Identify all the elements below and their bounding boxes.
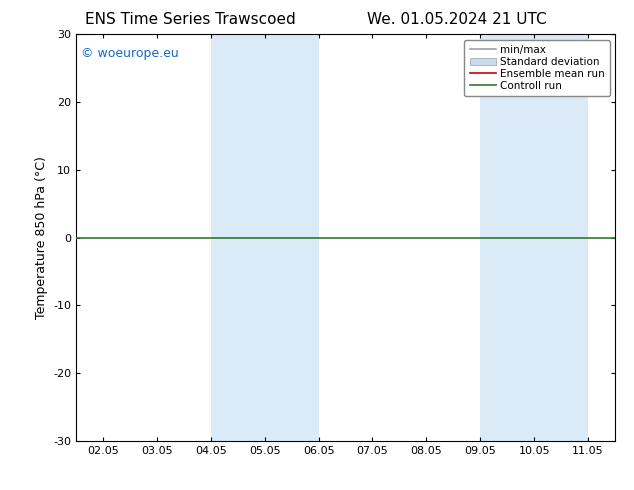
Bar [534, 34, 588, 441]
Legend: min/max, Standard deviation, Ensemble mean run, Controll run: min/max, Standard deviation, Ensemble me… [464, 40, 610, 96]
Text: © woeurope.eu: © woeurope.eu [81, 47, 179, 59]
Bar [265, 34, 318, 441]
Bar [210, 34, 265, 441]
Y-axis label: Temperature 850 hPa (°C): Temperature 850 hPa (°C) [34, 156, 48, 319]
Text: ENS Time Series Trawscoed: ENS Time Series Trawscoed [85, 12, 295, 27]
Text: We. 01.05.2024 21 UTC: We. 01.05.2024 21 UTC [366, 12, 547, 27]
Bar [481, 34, 534, 441]
